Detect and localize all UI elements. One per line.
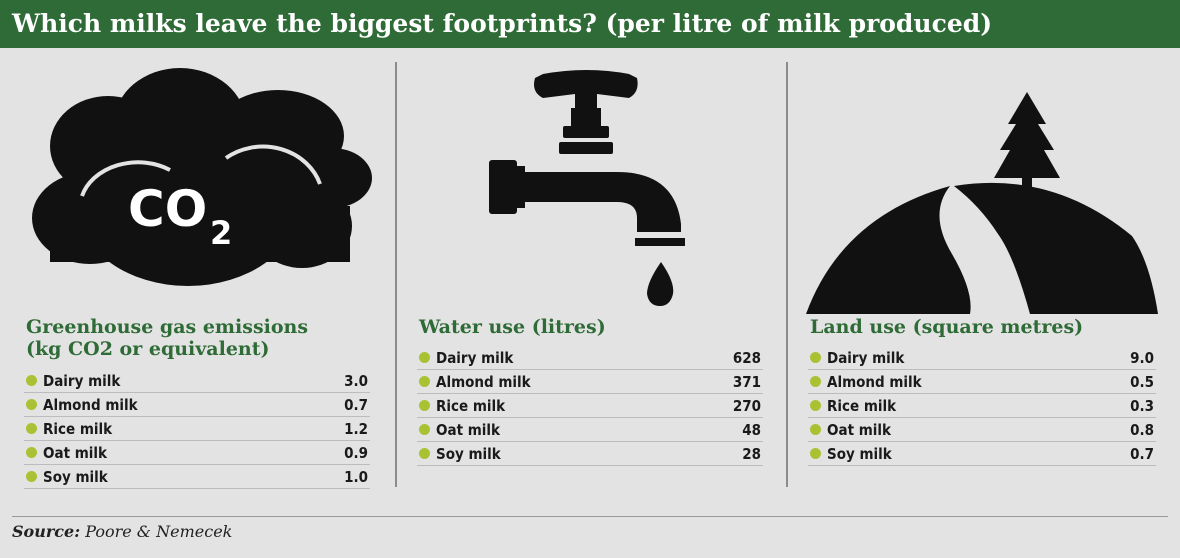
co2-subscript: 2 — [210, 214, 232, 252]
table-row: Dairy milk 9.0 — [808, 346, 1156, 370]
table-row: Rice milk 270 — [417, 394, 763, 418]
row-value: 0.5 — [1130, 372, 1154, 391]
table-row: Dairy milk 628 — [417, 346, 763, 370]
land-tree-icon — [806, 92, 1158, 314]
row-label: Rice milk — [827, 396, 897, 415]
water-panel: Water use (litres) Dairy milk 628 Almond m… — [397, 56, 786, 496]
table-row: Soy milk 28 — [417, 442, 763, 466]
row-value: 0.7 — [1130, 444, 1154, 463]
row-value: 28 — [742, 444, 761, 463]
bullet-icon — [810, 448, 821, 459]
column-divider — [786, 62, 788, 487]
row-label: Almond milk — [827, 372, 922, 391]
bullet-icon — [26, 375, 37, 386]
row-value: 3.0 — [344, 371, 368, 390]
table-row: Almond milk 0.5 — [808, 370, 1156, 394]
bullet-icon — [810, 424, 821, 435]
panel-title-line: Water use (litres) — [419, 316, 606, 338]
row-label: Soy milk — [43, 467, 108, 486]
bullet-icon — [26, 423, 37, 434]
source-note: Source: Poore & Nemecek — [12, 522, 232, 541]
bullet-icon — [810, 400, 821, 411]
table-row: Oat milk 48 — [417, 418, 763, 442]
table-row: Soy milk 0.7 — [808, 442, 1156, 466]
row-value: 628 — [732, 348, 761, 367]
bullet-icon — [810, 376, 821, 387]
data-table: Dairy milk 9.0 Almond milk 0.5 Rice milk 0.3 O… — [808, 346, 1156, 466]
row-label: Dairy milk — [43, 371, 121, 390]
ghg-panel: CO 2 Greenhouse gas emissions (kg CO2 or… — [0, 56, 395, 496]
page-title: Which milks leave the biggest footprints… — [12, 9, 993, 38]
co2-cloud-icon: CO 2 — [32, 68, 372, 286]
bullet-icon — [419, 352, 430, 363]
row-label: Rice milk — [436, 396, 506, 415]
row-value: 1.2 — [344, 419, 368, 438]
table-row: Soy milk 1.0 — [24, 465, 370, 489]
land-panel: Land use (square metres) Dairy milk 9.0 Al… — [788, 56, 1180, 496]
panel-title: Water use (litres) — [419, 316, 606, 338]
data-table: Dairy milk 3.0 Almond milk 0.7 Rice milk 1.2 O… — [24, 369, 370, 489]
bullet-icon — [26, 447, 37, 458]
bullet-icon — [419, 424, 430, 435]
footer-rule — [12, 516, 1168, 517]
bullet-icon — [419, 376, 430, 387]
row-label: Almond milk — [43, 395, 138, 414]
table-row: Rice milk 1.2 — [24, 417, 370, 441]
table-row: Dairy milk 3.0 — [24, 369, 370, 393]
row-value: 0.8 — [1130, 420, 1154, 439]
bullet-icon — [419, 400, 430, 411]
row-value: 0.9 — [344, 443, 368, 462]
water-tap-icon — [489, 70, 685, 306]
row-value: 0.7 — [344, 395, 368, 414]
row-label: Oat milk — [43, 443, 107, 462]
row-label: Oat milk — [827, 420, 891, 439]
source-label: Source: — [12, 522, 81, 541]
row-label: Oat milk — [436, 420, 500, 439]
row-value: 1.0 — [344, 467, 368, 486]
table-row: Almond milk 371 — [417, 370, 763, 394]
bullet-icon — [419, 448, 430, 459]
panel-title-line: Land use (square metres) — [810, 316, 1084, 338]
table-row: Oat milk 0.9 — [24, 441, 370, 465]
panel-title: Land use (square metres) — [810, 316, 1083, 338]
row-label: Soy milk — [436, 444, 501, 463]
bullet-icon — [26, 399, 37, 410]
title-bar: Which milks leave the biggest footprints… — [0, 0, 1180, 48]
row-label: Soy milk — [827, 444, 892, 463]
panel-title-line: (kg CO2 or equivalent) — [26, 338, 270, 360]
column-divider — [395, 62, 397, 487]
row-value: 9.0 — [1130, 348, 1154, 367]
panel-title-line: Greenhouse gas emissions — [26, 316, 309, 338]
row-value: 0.3 — [1130, 396, 1154, 415]
table-row: Rice milk 0.3 — [808, 394, 1156, 418]
row-label: Rice milk — [43, 419, 113, 438]
row-value: 371 — [732, 372, 761, 391]
bullet-icon — [26, 471, 37, 482]
panel-title: Greenhouse gas emissions (kg CO2 or equi… — [26, 316, 308, 360]
data-table: Dairy milk 628 Almond milk 371 Rice milk 270 O… — [417, 346, 763, 466]
co2-text: CO — [128, 180, 207, 238]
bullet-icon — [810, 352, 821, 363]
row-value: 270 — [732, 396, 761, 415]
row-label: Dairy milk — [827, 348, 905, 367]
row-label: Dairy milk — [436, 348, 514, 367]
row-value: 48 — [742, 420, 761, 439]
table-row: Almond milk 0.7 — [24, 393, 370, 417]
table-row: Oat milk 0.8 — [808, 418, 1156, 442]
row-label: Almond milk — [436, 372, 531, 391]
source-text: Poore & Nemecek — [85, 522, 233, 541]
